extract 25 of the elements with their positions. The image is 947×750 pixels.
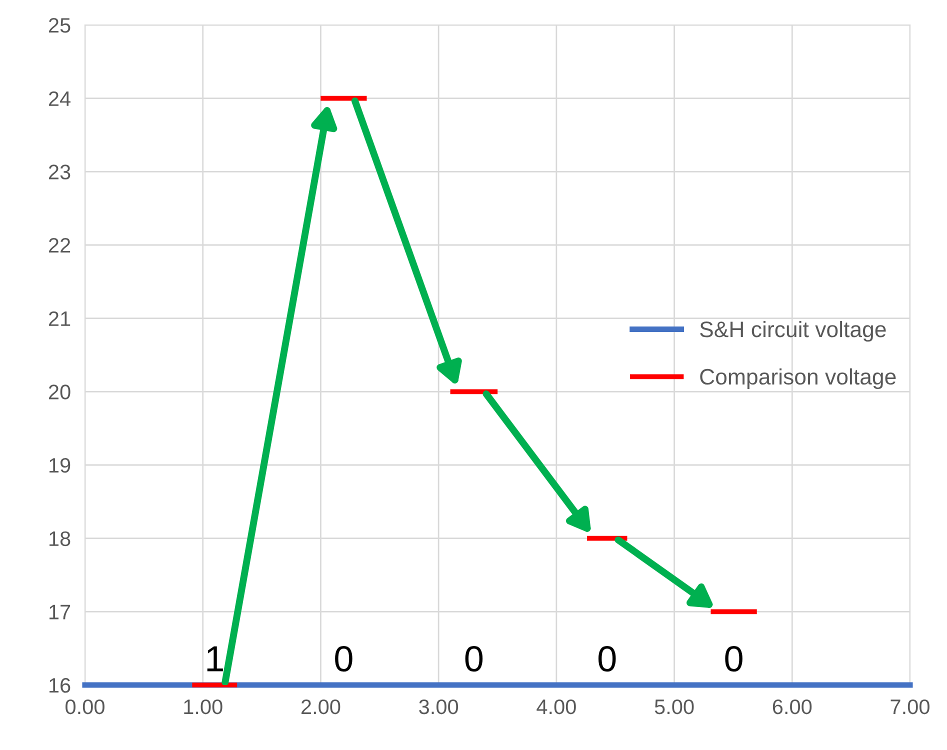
y-tick-label: 22 — [48, 238, 70, 253]
annotation: 1 — [207, 646, 223, 672]
x-tick-label: 5.00 — [654, 699, 694, 714]
x-tick-label: 7.00 — [890, 699, 930, 714]
y-tick-label: 17 — [50, 604, 70, 620]
y-tick-label: 19 — [50, 458, 70, 473]
annotation: 0 — [465, 646, 483, 672]
y-tick-label: 25 — [48, 18, 70, 33]
x-tick-label: 3.00 — [419, 699, 458, 714]
x-tick-label: 1.00 — [184, 699, 222, 714]
annotation: 0 — [335, 646, 352, 672]
annotation: 0 — [725, 646, 742, 672]
y-tick-label: 21 — [48, 311, 70, 326]
y-tick-label: 23 — [48, 164, 70, 180]
y-tick-label: 18 — [50, 531, 70, 546]
y-tick-label: 24 — [48, 91, 71, 106]
annotation: 0 — [598, 646, 616, 672]
y-tick-label: 20 — [48, 384, 70, 400]
x-tick-label: 6.00 — [772, 699, 812, 714]
x-tick-label: 0.00 — [66, 699, 104, 714]
x-tick-label: 4.00 — [536, 699, 576, 714]
legend-label: Comparison voltage — [700, 368, 896, 390]
legend-label: S&H circuit voltage — [700, 320, 886, 342]
x-tick-label: 2.00 — [301, 699, 340, 714]
y-tick-label: 16 — [50, 678, 70, 693]
